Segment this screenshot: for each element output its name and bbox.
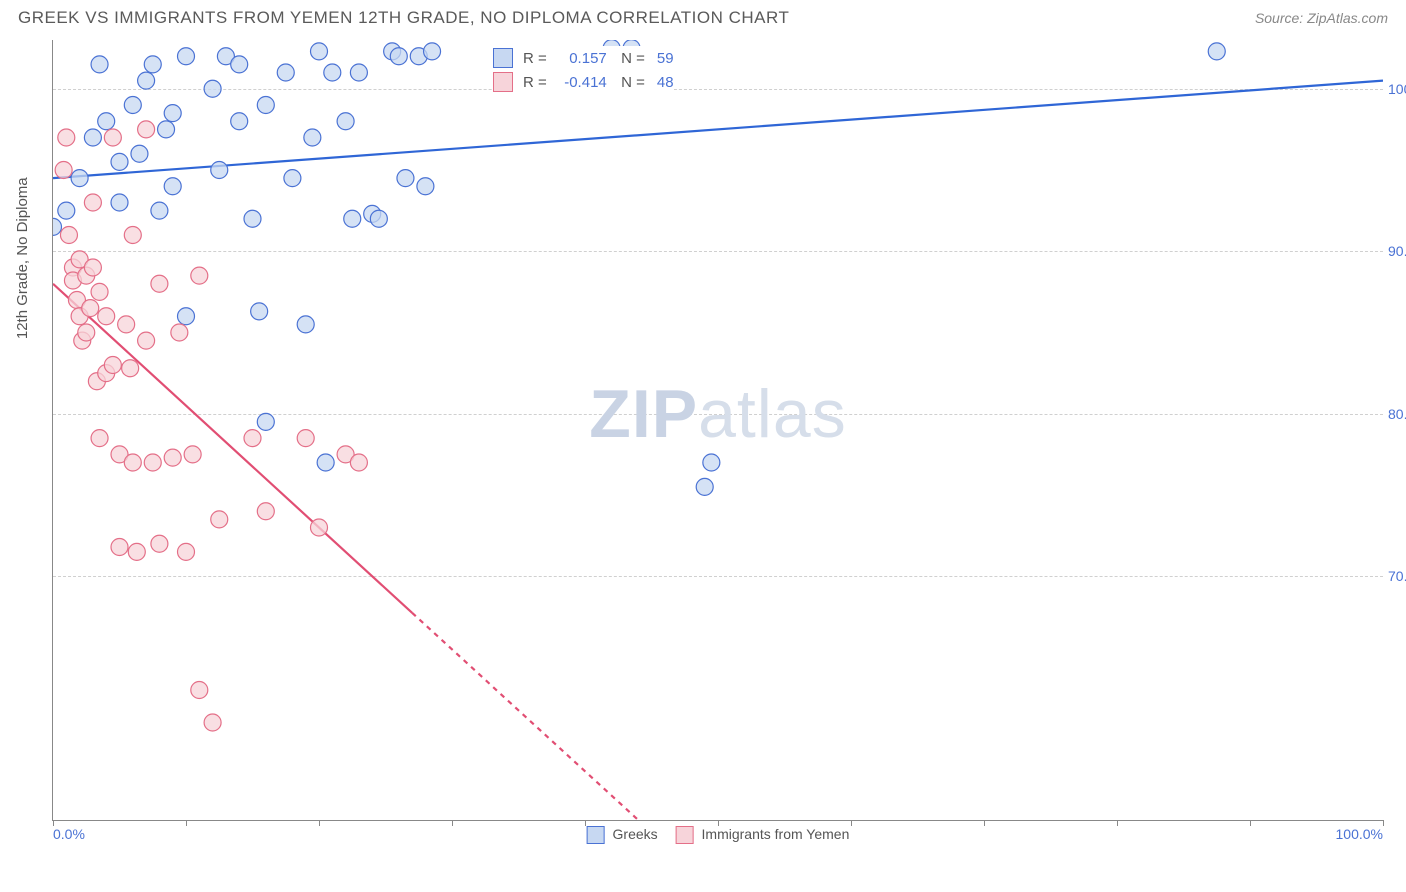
x-tick: [1250, 820, 1251, 826]
x-tick: [452, 820, 453, 826]
legend-item: Greeks: [587, 826, 658, 844]
swatch-icon: [587, 826, 605, 844]
y-tick-label: 100.0%: [1388, 81, 1406, 97]
x-tick: [718, 820, 719, 826]
correlation-stats: R = 0.157 N = 59 R = -0.414 N = 48: [493, 46, 674, 94]
stat-row-yemen: R = -0.414 N = 48: [493, 70, 674, 94]
y-axis-label: 12th Grade, No Diploma: [14, 177, 31, 339]
x-tick: [984, 820, 985, 826]
swatch-icon: [493, 48, 513, 68]
y-tick-label: 80.0%: [1388, 406, 1406, 422]
scatter-svg: [53, 40, 1383, 820]
x-tick: [1117, 820, 1118, 826]
swatch-icon: [493, 72, 513, 92]
x-tick: [1383, 820, 1384, 826]
x-tick: [851, 820, 852, 826]
chart-source: Source: ZipAtlas.com: [1255, 10, 1388, 26]
legend-item: Immigrants from Yemen: [676, 826, 850, 844]
y-tick-label: 70.0%: [1388, 568, 1406, 584]
stat-row-greeks: R = 0.157 N = 59: [493, 46, 674, 70]
x-tick: [186, 820, 187, 826]
x-tick-label: 0.0%: [53, 826, 85, 842]
x-tick: [585, 820, 586, 826]
x-tick: [319, 820, 320, 826]
y-tick-label: 90.0%: [1388, 243, 1406, 259]
swatch-icon: [676, 826, 694, 844]
chart-title: GREEK VS IMMIGRANTS FROM YEMEN 12TH GRAD…: [18, 8, 789, 28]
legend: Greeks Immigrants from Yemen: [587, 826, 850, 844]
x-tick-label: 100.0%: [1336, 826, 1383, 842]
plot-area: ZIPatlas R = 0.157 N = 59 R = -0.414 N =…: [52, 40, 1383, 821]
